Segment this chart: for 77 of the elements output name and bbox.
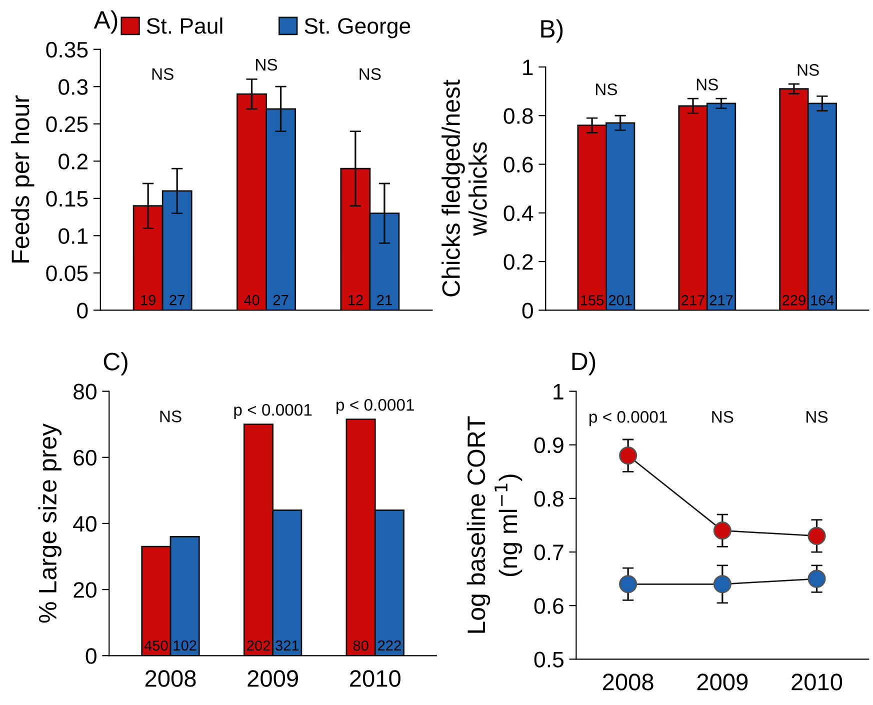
x-tick-label: 2008: [145, 670, 196, 687]
annotation: NS: [596, 84, 617, 96]
y-tick-label: 1: [554, 384, 564, 400]
chart-title: D): [572, 352, 596, 376]
y-axis-title: Chicks fledged/nest w/chicks: [442, 80, 487, 296]
annotation: 222: [378, 640, 401, 651]
x-tick-label: 2008: [602, 674, 654, 690]
y-tick-label: 80: [74, 384, 96, 400]
y-tick-label: 0.7: [534, 544, 564, 560]
annotation: NS: [712, 411, 734, 423]
chart-title: A): [94, 10, 118, 34]
x-tick-label: 2010: [350, 670, 400, 687]
x-tick-label: 2009: [248, 670, 298, 687]
point: [713, 575, 732, 594]
y-tick-label: 20: [74, 582, 96, 598]
annotation: 202: [247, 640, 270, 651]
y-tick-label: 0.8: [534, 490, 564, 507]
y-tick-label: 0.3: [58, 79, 88, 95]
y-tick-label: 0: [86, 648, 96, 664]
annotation: NS: [798, 64, 819, 76]
y-tick-label: 0: [522, 302, 533, 318]
x-tick-label: 2009: [697, 674, 748, 690]
annotation: 321: [276, 640, 299, 651]
y-axis-title: Log baseline CORT (ng ml$^{−1}$): [466, 416, 522, 633]
annotation: 164: [811, 295, 834, 306]
point: [619, 575, 638, 594]
annotation: 201: [608, 295, 632, 306]
annotation: 217: [682, 295, 704, 306]
y-tick-label: 0.6: [534, 598, 564, 614]
point: [808, 570, 826, 588]
y-tick-label: 0: [77, 302, 88, 318]
annotation: p < 0.0001: [336, 398, 414, 414]
annotation: p < 0.0001: [234, 404, 312, 420]
y-tick-label: 1: [523, 60, 533, 76]
y-tick-label: 0.8: [504, 108, 533, 124]
legend-label: St. Paul: [146, 18, 222, 34]
annotation: 27: [170, 294, 184, 306]
annotation: p < 0.0001: [590, 411, 667, 426]
annotation: 229: [782, 295, 806, 306]
legend-label: St. George: [304, 18, 410, 38]
annotation: 102: [174, 640, 196, 651]
y-axis-title: Feeds per hour: [10, 95, 34, 262]
y-tick-label: 0.2: [58, 154, 88, 170]
annotation: NS: [160, 410, 182, 422]
annotation: NS: [152, 68, 174, 80]
y-tick-label: 0.25: [46, 116, 88, 132]
annotation: NS: [696, 78, 718, 90]
annotation: 12: [348, 294, 363, 306]
y-tick-label: 0.5: [534, 652, 564, 668]
annotation: 155: [581, 295, 604, 306]
chart-title: C): [104, 352, 128, 376]
y-tick-label: 0.9: [534, 437, 564, 454]
annotation: NS: [806, 411, 828, 423]
y-tick-label: 0.2: [504, 254, 533, 270]
annotation: 217: [710, 295, 733, 306]
annotation: 27: [273, 294, 288, 306]
y-tick-label: 60: [74, 450, 96, 466]
y-tick-label: 0.1: [58, 228, 88, 244]
y-tick-label: 0.4: [504, 205, 534, 222]
annotation: NS: [360, 68, 381, 80]
annotation: 450: [144, 640, 168, 651]
point: [808, 526, 826, 545]
chart-title: B): [541, 19, 563, 43]
y-tick-label: 0.05: [46, 265, 88, 282]
point: [713, 522, 732, 540]
annotation: 80: [353, 640, 368, 651]
point: [619, 446, 638, 465]
y-tick-label: 0.35: [46, 42, 88, 58]
annotation: 21: [377, 294, 392, 306]
y-tick-label: 0.6: [504, 156, 533, 173]
annotation: 19: [141, 294, 156, 306]
y-tick-label: 40: [73, 516, 96, 532]
y-axis-title: % Large size prey: [38, 423, 62, 623]
annotation: 40: [244, 294, 260, 306]
y-tick-label: 0.15: [46, 190, 88, 207]
x-tick-label: 2010: [792, 674, 842, 690]
annotation: NS: [256, 58, 278, 71]
